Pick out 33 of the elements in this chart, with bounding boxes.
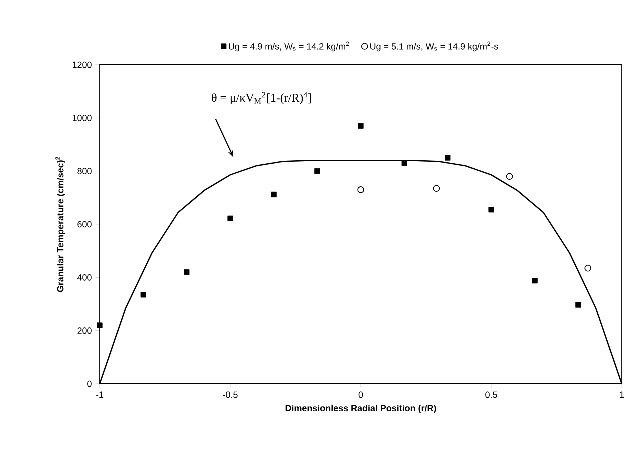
y-tick-label: 0 — [88, 380, 92, 388]
x-tick-label: -0.5 — [223, 392, 238, 398]
x-axis-title: Dimensionless Radial Position (r/R) — [286, 404, 436, 414]
y-tick-label: 600 — [78, 221, 92, 228]
y-tick-label: 1200 — [72, 62, 92, 68]
x-tick-label: -1 — [96, 392, 104, 398]
point — [271, 192, 277, 198]
point — [140, 292, 146, 298]
x-tick-label: 0 — [358, 392, 364, 398]
point — [314, 168, 320, 174]
point — [445, 155, 451, 161]
y-tick-label: 800 — [78, 168, 92, 175]
point — [488, 207, 494, 213]
point — [358, 123, 364, 129]
point — [532, 278, 538, 284]
y-tick-label: 200 — [78, 328, 92, 334]
point — [576, 302, 582, 308]
x-tick-label: 0.5 — [486, 392, 498, 398]
point — [358, 186, 364, 194]
x-tick-label: 1 — [620, 392, 624, 398]
point — [184, 270, 190, 276]
legend-label: Ug = 4.9 m/s, W$_{s}$ = 14.2 kg/m$^{2}$ — [229, 42, 350, 52]
point — [433, 185, 440, 192]
annotation: θ = μ/κV$_{M}$$^{2}$[1-(r/R)$^{4}$] — [212, 92, 312, 105]
point — [584, 264, 592, 272]
y-axis-title: Granular Temperature (cm/sec)$^{2}$ — [56, 157, 66, 292]
y-tick-label: 1000 — [72, 114, 92, 122]
point — [97, 322, 103, 328]
point — [402, 160, 408, 166]
point — [228, 216, 234, 222]
point — [506, 173, 514, 180]
legend-label: Ug = 5.1 m/s, W$_{s}$ = 14.9 kg/m$^{2}$-s — [370, 42, 498, 52]
y-tick-label: 400 — [77, 274, 92, 281]
